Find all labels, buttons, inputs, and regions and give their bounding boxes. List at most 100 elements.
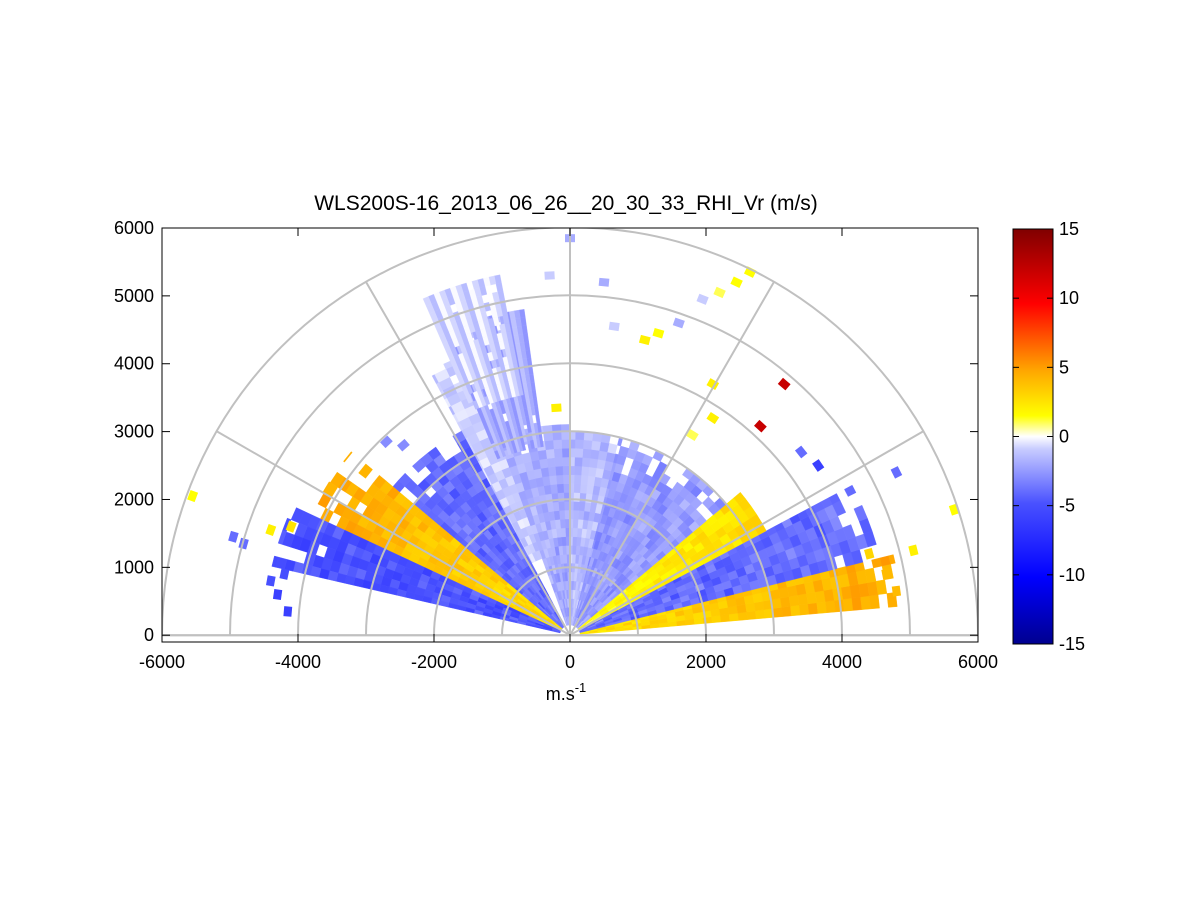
sector-4-cell — [571, 545, 577, 555]
sector-4-cell — [585, 484, 594, 495]
sector-5-cell — [558, 509, 566, 520]
sector-5-cell — [555, 465, 564, 476]
sector-4-cell — [572, 509, 579, 520]
scatter-cell-23 — [228, 530, 239, 543]
sector-4-cell — [571, 571, 575, 582]
sector-0-cell — [780, 596, 791, 608]
band-1-cell — [492, 291, 500, 302]
sector-6-cell — [431, 374, 439, 384]
sector-0-cell — [790, 604, 801, 617]
scatter-cell-12 — [652, 327, 665, 339]
scatter-cell-32 — [881, 568, 892, 580]
sector-5-cell — [560, 424, 571, 431]
sector-5-cell — [547, 466, 557, 477]
sector-1-cell — [844, 484, 857, 497]
sector-8-cell — [358, 463, 373, 479]
scatter-cell-15 — [598, 277, 610, 287]
spoke-60 — [569, 281, 775, 636]
sector-3-cell — [671, 481, 685, 495]
scatter-cell-25 — [265, 523, 277, 537]
colorbar — [1012, 228, 1054, 645]
scatter-cell-0 — [777, 377, 791, 391]
band-1-cell — [422, 296, 432, 307]
sector-4-cell — [581, 457, 591, 468]
x-axis: -6000 -4000 -2000 0 2000 4000 6000 — [139, 228, 998, 672]
spoke-120 — [365, 281, 571, 636]
sector-4-cell — [589, 449, 600, 460]
sector-4-cell — [573, 483, 581, 493]
x-tick-label: 2000 — [686, 652, 726, 672]
colorbar-tick-label: -15 — [1059, 634, 1085, 654]
scatter-cell-19 — [706, 411, 720, 425]
sector-4-cell — [588, 457, 599, 469]
band-1-cell — [471, 279, 480, 290]
sector-0-cell — [772, 607, 783, 618]
sector-4-cell — [574, 439, 584, 449]
sector-0-cell — [728, 612, 739, 622]
y-tick-label: 2000 — [114, 489, 154, 509]
scatter-cell-1 — [754, 419, 767, 433]
scatter-cell-20 — [686, 428, 699, 442]
y-tick-label: 1000 — [114, 557, 154, 577]
sector-4-cell — [574, 456, 583, 467]
colorbar-tick-label: 10 — [1059, 288, 1079, 308]
y-tick-label: 6000 — [114, 218, 154, 238]
sector-5-cell — [562, 465, 571, 476]
sector-4-cell — [587, 466, 597, 477]
sector-1-cell — [842, 524, 856, 541]
sector-1-cell — [853, 504, 868, 522]
sector-4-cell — [599, 441, 610, 453]
sector-0-cell — [842, 597, 854, 612]
sector-8-cell — [343, 451, 353, 463]
sector-4-cell — [572, 527, 578, 538]
x-tick-label: 0 — [565, 652, 575, 672]
colorbar-tick-label: 5 — [1059, 357, 1069, 377]
sector-0-cell — [771, 597, 782, 609]
sector-4-cell — [582, 448, 592, 459]
sector-5-cell — [562, 474, 571, 484]
colorbar-tick-label: -10 — [1059, 565, 1085, 585]
sector-0-cell — [755, 609, 766, 620]
sector-4-cell — [578, 501, 586, 512]
scatter-cell-21 — [380, 435, 393, 449]
sector-0-cell — [799, 603, 810, 616]
scatter-cell-33 — [908, 544, 919, 557]
sector-4-cell — [580, 474, 589, 485]
scatter-cell-22 — [397, 438, 410, 452]
sector-4-cell — [577, 510, 585, 520]
sector-0-cell — [797, 593, 809, 606]
sector-9-cell — [277, 530, 287, 545]
sector-5-cell — [545, 448, 555, 459]
sector-4-cell — [572, 518, 579, 529]
sector-4-cell — [576, 536, 582, 547]
sector-4-cell — [573, 465, 583, 476]
sector-0-cell — [825, 600, 836, 613]
sector-5-cell — [551, 424, 562, 432]
scatter-cell-34 — [891, 585, 902, 597]
sector-0-cell — [807, 602, 819, 615]
sector-0-cell — [869, 594, 880, 610]
scatter-cell-5 — [812, 459, 825, 472]
scatter-cell-14 — [608, 321, 620, 332]
sector-5-cell — [553, 448, 563, 458]
sector-4-cell — [576, 527, 583, 538]
sector-4-cell — [573, 474, 582, 485]
sector-4-cell — [572, 536, 578, 546]
sector-4-cell — [579, 483, 588, 494]
colorbar-tick-label: -5 — [1059, 496, 1075, 516]
x-axis-label: m.s-1 — [546, 680, 587, 704]
sector-0-cell — [888, 554, 896, 565]
x-tick-label: 4000 — [822, 652, 862, 672]
sector-7-cell — [452, 430, 466, 444]
colorbar-tick-label: 0 — [1059, 427, 1069, 447]
y-tick-label: 4000 — [114, 354, 154, 374]
sector-5-cell — [552, 439, 563, 450]
spoke-30 — [569, 430, 924, 637]
scatter-cell-18 — [706, 378, 720, 391]
sector-9-cell — [271, 555, 279, 568]
sector-4-cell — [596, 459, 606, 470]
chart-title: WLS200S-16_2013_06_26__20_30_33_RHI_Vr (… — [314, 192, 818, 215]
sector-1-cell — [828, 493, 841, 505]
scatter-cell-11 — [672, 317, 685, 329]
